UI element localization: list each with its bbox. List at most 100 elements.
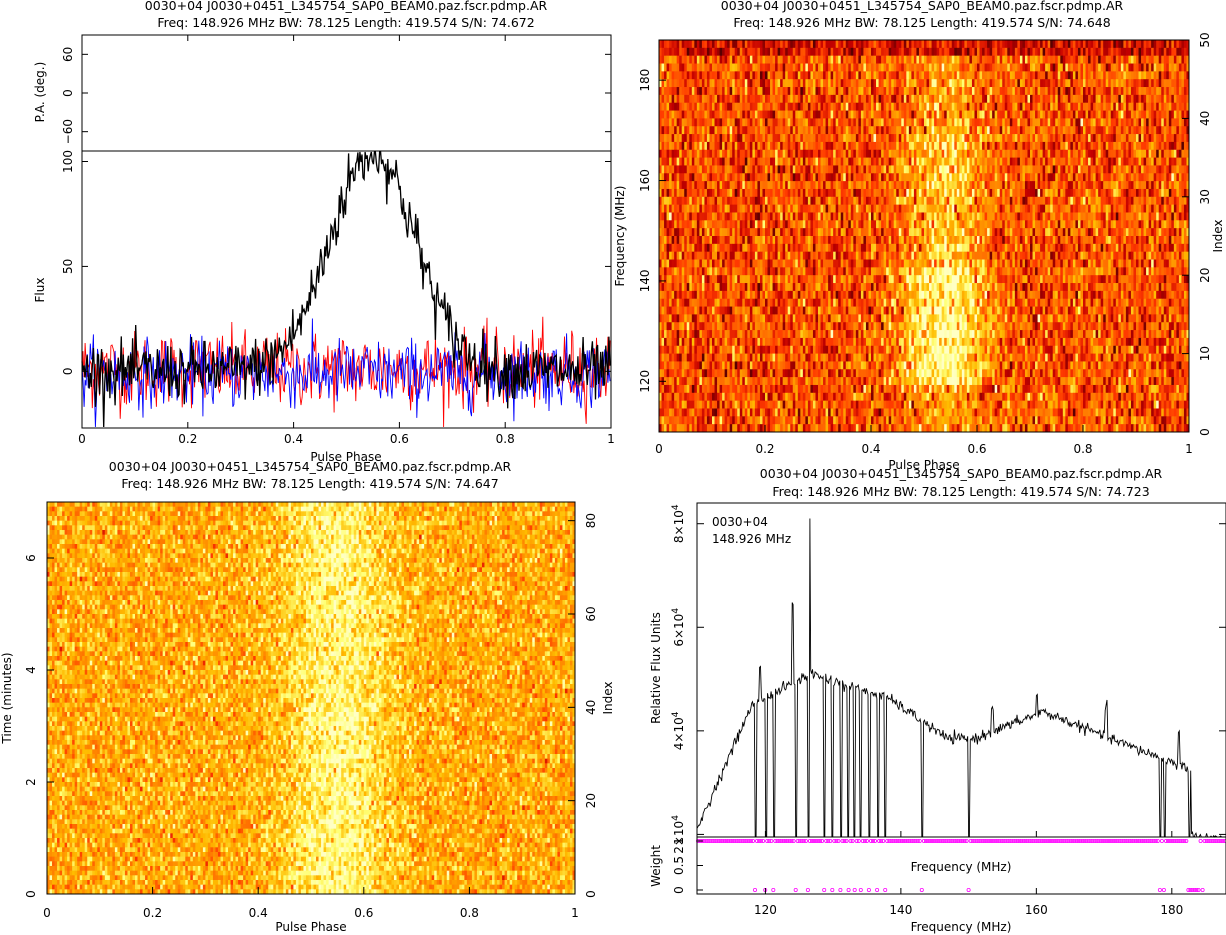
freq-phase-cell <box>825 71 829 80</box>
freq-phase-cell <box>747 188 751 198</box>
freq-phase-cell <box>891 40 895 49</box>
freq-phase-cell <box>812 204 816 213</box>
freq-phase-cell <box>752 134 756 143</box>
freq-phase-cell <box>777 71 781 80</box>
freq-phase-cell <box>1047 47 1051 57</box>
freq-phase-cell <box>964 165 968 174</box>
freq-phase-cell <box>767 79 771 88</box>
freq-phase-cell <box>989 134 993 143</box>
freq-phase-cell <box>759 79 763 88</box>
freq-phase-cell <box>1012 149 1016 158</box>
freq-phase-cell <box>924 141 927 151</box>
freq-phase-cell <box>825 47 829 57</box>
freq-phase-cell <box>868 63 872 72</box>
freq-phase-cell <box>1181 141 1185 151</box>
freq-phase-cell <box>706 63 710 72</box>
freq-phase-cell <box>1153 149 1157 158</box>
freq-phase-cell <box>939 196 943 206</box>
freq-phase-cell <box>1113 181 1117 190</box>
freq-phase-cell <box>951 141 955 151</box>
freq-phase-cell <box>681 149 685 158</box>
freq-phase-cell <box>1090 134 1094 143</box>
freq-phase-cell <box>732 181 736 190</box>
freq-phase-cell <box>1136 94 1139 104</box>
freq-phase-cell <box>823 212 826 221</box>
freq-phase-cell <box>1171 94 1175 104</box>
freq-phase-cell <box>1146 47 1150 57</box>
freq-phase-cell <box>684 173 688 182</box>
freq-phase-cell <box>752 173 756 182</box>
freq-phase-cell <box>961 181 965 190</box>
freq-phase-cell <box>717 165 720 174</box>
freq-phase-cell <box>739 126 743 135</box>
freq-phase-cell <box>719 102 723 111</box>
freq-phase-cell <box>961 204 965 213</box>
freq-phase-cell <box>865 204 869 213</box>
freq-phase-cell <box>737 181 741 190</box>
freq-phase-cell <box>936 141 940 151</box>
freq-phase-cell <box>666 79 670 88</box>
freq-phase-cell <box>754 220 758 229</box>
freq-phase-cell <box>747 118 751 127</box>
freq-phase-cell <box>747 173 751 182</box>
freq-phase-cell <box>989 204 993 213</box>
freq-phase-cell <box>1052 165 1056 174</box>
freq-phase-cell <box>759 212 763 221</box>
freq-phase-cell <box>689 157 693 166</box>
freq-phase-cell <box>835 188 839 198</box>
freq-phase-cell <box>977 47 980 57</box>
freq-phase-cell <box>684 134 688 143</box>
freq-phase-cell <box>903 118 907 127</box>
freq-phase-cell <box>689 165 693 174</box>
freq-phase-cell <box>1120 87 1124 96</box>
freq-phase-cell <box>911 87 915 96</box>
freq-phase-cell <box>792 63 796 72</box>
freq-phase-cell <box>1105 94 1109 104</box>
freq-phase-cell <box>1163 110 1167 119</box>
freq-phase-cell <box>699 204 703 213</box>
freq-phase-cell <box>732 212 736 221</box>
freq-phase-cell <box>1173 126 1177 135</box>
freq-phase-cell <box>661 71 665 80</box>
freq-phase-cell <box>805 55 809 64</box>
freq-phase-cell <box>737 71 741 80</box>
freq-phase-cell <box>739 212 743 221</box>
freq-phase-cell <box>807 40 811 49</box>
freq-phase-cell <box>1098 102 1102 111</box>
freq-phase-cell <box>1136 118 1139 127</box>
freq-phase-cell <box>754 55 758 64</box>
freq-phase-cell <box>913 181 917 190</box>
freq-phase-cell <box>790 204 794 213</box>
freq-phase-cell <box>1108 118 1112 127</box>
freq-phase-cell <box>666 40 670 49</box>
freq-phase-cell <box>734 63 738 72</box>
freq-phase-cell <box>1173 141 1177 151</box>
freq-phase-cell <box>966 173 970 182</box>
freq-phase-cell <box>1014 94 1018 104</box>
freq-phase-cell <box>1143 204 1147 213</box>
freq-phase-cell <box>876 188 879 198</box>
freq-phase-cell <box>701 102 705 111</box>
freq-phase-cell <box>989 165 993 174</box>
freq-phase-cell <box>818 149 821 158</box>
freq-phase-cell <box>790 118 794 127</box>
freq-phase-cell <box>1032 149 1036 158</box>
freq-phase-cell <box>1019 102 1023 111</box>
freq-phase-cell <box>686 94 690 104</box>
freq-phase-cell <box>681 55 685 64</box>
freq-phase-cell <box>1075 126 1079 135</box>
freq-phase-cell <box>901 55 905 64</box>
freq-phase-cell <box>1035 87 1038 96</box>
freq-phase-cell <box>777 157 781 166</box>
freq-phase-cell <box>785 47 789 57</box>
freq-phase-cell <box>770 94 773 104</box>
freq-phase-cell <box>918 220 922 229</box>
freq-phase-cell <box>964 118 968 127</box>
freq-phase-cell <box>1098 79 1102 88</box>
freq-phase-cell <box>785 196 789 206</box>
freq-phase-cell <box>1055 110 1059 119</box>
freq-phase-cell <box>1012 79 1016 88</box>
freq-phase-cell <box>767 102 771 111</box>
freq-phase-cell <box>1035 181 1038 190</box>
freq-phase-cell <box>1085 173 1089 182</box>
